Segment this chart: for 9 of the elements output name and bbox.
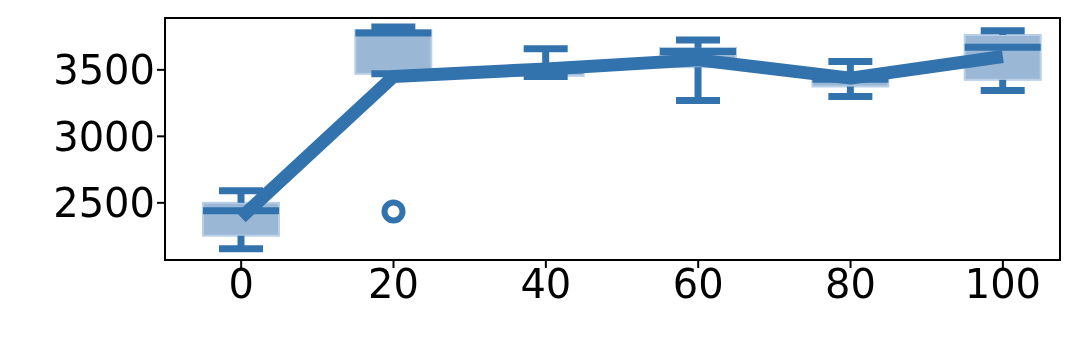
y-tick-label: 2500 [53, 180, 155, 227]
y-tick-label: 3500 [53, 47, 155, 94]
x-tick-label: 20 [368, 261, 419, 308]
x-tick-label: 0 [228, 261, 254, 308]
x-tick-label: 100 [964, 261, 1042, 308]
x-tick-label: 40 [520, 261, 572, 308]
x-tick-label: 80 [825, 261, 876, 308]
y-tick-label: 3000 [53, 113, 155, 160]
x-tick-label: 60 [672, 261, 724, 308]
